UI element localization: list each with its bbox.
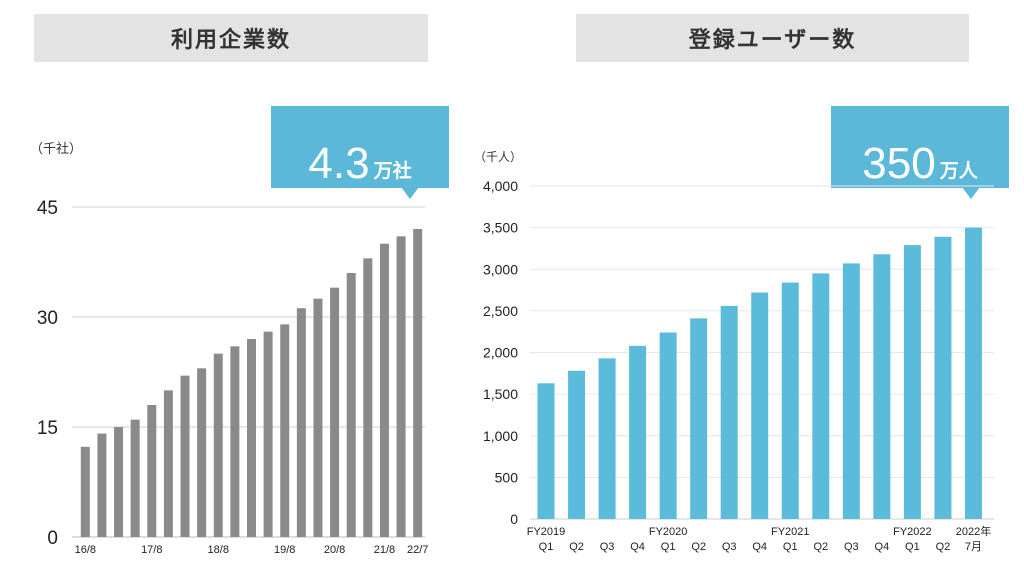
right-x-tick-label: Q3: [600, 541, 615, 553]
left-bar: [230, 346, 240, 537]
right-bar: [812, 273, 830, 519]
left-y-tick-label: 45: [37, 198, 58, 219]
right-callout-value: 350: [862, 139, 936, 188]
right-y-tick-label: 0: [510, 511, 518, 527]
right-y-tick-label: 3,000: [483, 261, 518, 277]
left-bar: [247, 339, 256, 537]
left-bar: [97, 433, 107, 537]
right-x-tick-label: Q4: [752, 541, 767, 553]
right-x-tick-label: Q3: [722, 541, 737, 553]
right-x-tick-label: Q1: [783, 541, 798, 553]
right-x-tick-label: Q1: [539, 541, 554, 553]
right-bar-chart: 0 500 1,000 1,500 2,000 2,500 3,000 3,500 4,000 F…: [483, 178, 994, 553]
left-x-tick-label: 17/8: [141, 544, 162, 556]
right-bar: [537, 383, 555, 519]
right-x-tick-label: Q1: [905, 541, 920, 553]
right-y-tick-label: 2,000: [483, 345, 518, 361]
left-bar: [114, 427, 124, 537]
right-bar: [842, 263, 860, 519]
right-x-tick-label: Q1: [661, 541, 676, 553]
right-y-tick-label: 1,000: [483, 428, 518, 444]
left-x-tick-label: 21/8: [374, 544, 395, 556]
right-bar: [659, 332, 677, 519]
right-x-tick-label: Q2: [936, 541, 951, 553]
right-x-group-label: 2022年: [956, 524, 991, 538]
right-x-tick-label: Q2: [569, 541, 584, 553]
left-bar: [197, 368, 207, 537]
right-y-tick-label: 4,000: [483, 178, 518, 194]
right-callout-tail: [962, 187, 980, 199]
left-chart-title: 利用企業数: [34, 14, 428, 62]
left-y-tick-label: 30: [37, 308, 58, 329]
right-bar: [903, 245, 921, 520]
right-bar: [568, 370, 586, 519]
right-callout-unit: 万人: [939, 160, 978, 182]
left-bar: [147, 405, 157, 537]
right-bar: [964, 227, 982, 519]
right-x-tick-label: 7月: [965, 541, 982, 553]
left-bar: [396, 236, 406, 538]
left-x-tick-label: 16/8: [75, 544, 96, 556]
left-bar: [280, 324, 290, 537]
right-bar: [781, 282, 799, 519]
right-x-group-label: FY2022: [893, 526, 932, 538]
right-y-tick-label: 1,500: [483, 386, 518, 402]
right-y-tick-label: 2,500: [483, 303, 518, 319]
right-bar: [629, 345, 647, 519]
left-bar: [213, 353, 223, 537]
left-bar: [163, 390, 173, 537]
left-unit-label: （千社）: [30, 142, 83, 157]
right-x-tick-label: Q4: [630, 541, 645, 553]
left-bar: [263, 331, 273, 537]
left-x-tick-label: 19/8: [274, 544, 295, 556]
right-chart-title: 登録ユーザー数: [576, 14, 969, 62]
left-x-tick-label: 20/8: [324, 544, 345, 556]
left-callout-unit: 万社: [373, 160, 412, 182]
right-x-tick-label: Q3: [844, 541, 859, 553]
left-bar: [346, 273, 356, 537]
left-x-tick-label: 18/8: [208, 544, 229, 556]
left-bar: [296, 308, 306, 537]
right-x-group-label: FY2020: [649, 526, 688, 538]
left-callout: 4.3 万社: [271, 106, 449, 199]
left-bar: [379, 243, 389, 537]
right-bar: [598, 358, 616, 519]
right-x-tick-label: Q2: [813, 541, 828, 553]
left-callout-value: 4.3: [308, 139, 370, 188]
left-bar: [130, 419, 140, 537]
right-bar: [873, 254, 891, 519]
left-bar: [413, 229, 423, 537]
right-callout: 350 万人: [831, 106, 1009, 199]
right-x-group-label: FY2019: [527, 526, 566, 538]
left-bar: [180, 375, 190, 537]
left-bar: [330, 287, 340, 537]
left-x-tick-label: 22/7: [407, 544, 428, 556]
left-y-tick-label: 15: [37, 418, 58, 439]
left-bar-chart: 0 15 30 45 16/8 17/8 18/8 19/8 20/8 21/8 22/7: [37, 198, 429, 556]
right-x-tick-label: Q2: [691, 541, 706, 553]
right-y-tick-label: 3,500: [483, 220, 518, 236]
right-bar: [934, 236, 952, 519]
right-x-tick-label: Q4: [875, 541, 890, 553]
right-bar: [751, 292, 769, 519]
right-bar: [720, 305, 738, 519]
left-callout-tail: [401, 187, 419, 199]
left-bar: [313, 298, 323, 537]
right-unit-label: （千人）: [474, 150, 523, 164]
left-y-tick-label: 0: [47, 528, 58, 549]
left-bar: [80, 446, 90, 537]
right-bar: [690, 318, 708, 519]
right-y-tick-label: 500: [495, 469, 519, 485]
right-x-group-label: FY2021: [771, 526, 810, 538]
left-bar: [363, 258, 373, 537]
